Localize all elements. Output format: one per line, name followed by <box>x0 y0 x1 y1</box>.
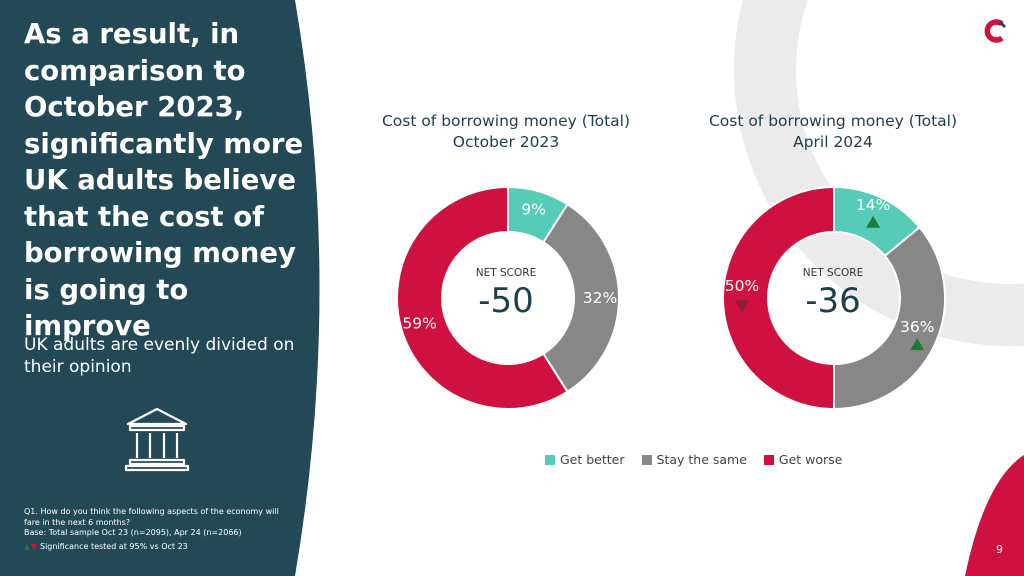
footnote-significance: Significance tested at 95% vs Oct 23 <box>24 542 294 553</box>
legend-label: Get worse <box>778 452 843 467</box>
donut-segment-stay-the-same <box>541 202 620 394</box>
significance-down-icon <box>735 300 749 312</box>
data-label-stay-the-same: 36% <box>900 318 934 336</box>
donut-chart-apr-2024: 14% 36% 50% <box>722 185 946 411</box>
data-label-get-worse: 59% <box>402 315 436 333</box>
net-score-label: NET SCORE <box>475 267 537 279</box>
page-number: 9 <box>996 543 1003 556</box>
headline: As a result, in comparison to October 20… <box>24 18 304 342</box>
chart-title-line1: Cost of borrowing money (Total) <box>708 112 958 130</box>
data-label-get-better: 9% <box>521 201 546 219</box>
net-score-value: -50 <box>478 281 534 321</box>
net-score-label: NET SCORE <box>802 267 864 279</box>
footnote-question: Q1. How do you think the following aspec… <box>24 507 279 527</box>
legend-item-get-worse: Get worse <box>763 452 843 467</box>
donut-segment-get-worse <box>722 185 835 411</box>
background-swoosh <box>734 0 1024 346</box>
legend-item-stay-the-same: Stay the same <box>641 452 747 467</box>
left-panel <box>0 0 320 576</box>
legend-swatch <box>545 454 555 465</box>
legend-label: Get better <box>560 452 625 467</box>
chart-title-line1: Cost of borrowing money (Total) <box>381 112 631 130</box>
significance-up-icon <box>910 338 925 351</box>
chart-title-apr-2024: Cost of borrowing money (Total) April 20… <box>693 111 973 153</box>
subline: UK adults are evenly divided on their op… <box>24 335 295 377</box>
significance-up-icon <box>866 215 881 228</box>
footnote-significance-text: Significance tested at 95% vs Oct 23 <box>40 541 188 551</box>
legend-label: Stay the same <box>656 452 747 467</box>
legend-swatch <box>763 454 774 465</box>
legend-swatch <box>641 454 652 465</box>
chart-title-line2: April 2024 <box>793 133 873 151</box>
chart-title-line2: October 2023 <box>452 133 560 151</box>
data-label-get-better: 14% <box>856 196 890 214</box>
corner-accent <box>965 455 1024 576</box>
c-logo-icon <box>984 19 1007 43</box>
donut-segment-stay-the-same <box>833 225 946 411</box>
donut-segment-get-worse <box>396 185 569 410</box>
donut-chart-oct-2023: 9% 32% 59% <box>396 185 620 410</box>
net-score-value: -36 <box>805 281 861 321</box>
data-label-stay-the-same: 32% <box>583 289 617 307</box>
significance-key-icon <box>24 543 37 550</box>
footnotes: Q1. How do you think the following aspec… <box>24 507 294 552</box>
chart-title-oct-2023: Cost of borrowing money (Total) October … <box>366 111 646 153</box>
bank-building-icon <box>124 407 190 472</box>
data-label-get-worse: 50% <box>725 277 759 295</box>
chart-legend: Get better Stay the same Get worse <box>545 452 859 467</box>
legend-item-get-better: Get better <box>545 452 625 467</box>
footnote-base: Base: Total sample Oct 23 (n=2095), Apr … <box>24 528 242 537</box>
